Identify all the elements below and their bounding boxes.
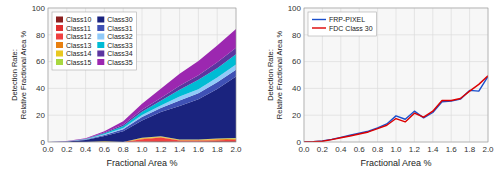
data-layer	[48, 29, 236, 142]
x-tick-label: 0.8	[118, 145, 130, 154]
legend-swatch	[97, 59, 104, 65]
x-tick-label: 2.0	[482, 145, 494, 154]
y-axis-label-line: Relative Fractional Area %	[275, 30, 284, 119]
legend-label: Class35	[107, 59, 132, 66]
grid-line-x	[414, 8, 415, 142]
x-tick-label: 1.4	[427, 145, 439, 154]
figure: 0204060801000.00.20.40.60.81.01.21.41.61…	[0, 0, 500, 176]
legend-swatch	[56, 42, 63, 48]
legend-label: FRP-PIXEL	[329, 16, 365, 23]
y-tick-label: 80	[36, 31, 45, 40]
y-axis-label-line: Relative Fractional Area %	[19, 30, 28, 119]
y-tick-label: 60	[292, 57, 301, 66]
x-tick-label: 2.0	[230, 145, 242, 154]
legend-swatch	[56, 59, 63, 65]
grid-line-x	[377, 8, 378, 142]
x-tick-label: 0.4	[335, 145, 347, 154]
line	[304, 76, 488, 142]
legend-label: Class11	[66, 25, 91, 32]
y-tick-label: 40	[36, 84, 45, 93]
legend-label: Class12	[66, 33, 91, 40]
x-axis-label: Fractional Area %	[106, 158, 177, 168]
legend-swatch	[97, 25, 104, 31]
y-tick-label: 60	[36, 57, 45, 66]
legend: FRP-PIXEL FDC Class 30	[308, 12, 377, 36]
y-tick-label: 100	[288, 4, 302, 13]
legend-label: Class13	[66, 42, 91, 49]
legend-label: Class30	[107, 16, 132, 23]
legend-label: Class33	[107, 42, 132, 49]
legend-swatch	[312, 27, 326, 28]
legend-swatch	[56, 51, 63, 57]
y-tick-label: 100	[32, 4, 46, 13]
x-tick-label: 1.8	[464, 145, 476, 154]
legend-label: Class32	[107, 33, 132, 40]
y-axis-label: Detection Rate:Relative Fractional Area …	[266, 30, 284, 119]
grid-line-x	[396, 8, 397, 142]
x-tick-label: 1.8	[212, 145, 224, 154]
x-tick-label: 0.2	[61, 145, 73, 154]
legend-frame	[308, 12, 377, 36]
legend-swatch	[97, 42, 104, 48]
y-tick-label: 20	[292, 111, 301, 120]
legend-frame	[52, 12, 137, 70]
x-tick-label: 1.6	[446, 145, 458, 154]
x-tick-label: 1.2	[409, 145, 421, 154]
x-tick-label: 0.0	[298, 145, 310, 154]
legend-label: Class34	[107, 50, 132, 57]
line	[304, 76, 488, 142]
x-tick-label: 1.0	[390, 145, 402, 154]
grid-line-x	[432, 8, 433, 142]
legend-swatch	[97, 17, 104, 23]
legend-swatch	[97, 34, 104, 40]
legend-label: FDC Class 30	[329, 25, 373, 32]
legend-label: Class31	[107, 25, 132, 32]
x-tick-label: 0.0	[42, 145, 54, 154]
legend: Class10 Class11Class12 Class13Class14 Class…	[52, 12, 137, 70]
x-tick-label: 1.2	[155, 145, 167, 154]
x-tick-label: 1.6	[193, 145, 205, 154]
legend-swatch	[56, 25, 63, 31]
y-tick-label: 80	[292, 31, 301, 40]
x-tick-label: 1.4	[174, 145, 186, 154]
y-tick-label: 20	[36, 111, 45, 120]
plot-frame	[304, 8, 488, 142]
legend-label: Class14	[66, 50, 91, 57]
plot-frame	[48, 8, 236, 142]
legend-swatch	[97, 51, 104, 57]
area	[48, 29, 236, 142]
panel: 0204060801000.00.20.40.60.81.01.21.41.61…	[266, 4, 494, 168]
panel: 0204060801000.00.20.40.60.81.01.21.41.61…	[10, 4, 242, 168]
data-layer	[304, 76, 488, 142]
plot-background	[48, 8, 236, 142]
y-axis-label: Detection Rate:Relative Fractional Area …	[10, 30, 28, 119]
legend-label: Class10	[66, 16, 91, 23]
grid-line-x	[451, 8, 452, 142]
x-tick-label: 0.6	[354, 145, 366, 154]
legend-swatch	[56, 34, 63, 40]
legend-label: Class15	[66, 59, 91, 66]
x-axis-label: Fractional Area %	[360, 158, 431, 168]
x-tick-label: 0.6	[99, 145, 111, 154]
plot-background	[304, 8, 488, 142]
y-axis-label-line: Detection Rate:	[10, 49, 19, 101]
x-tick-label: 1.0	[136, 145, 148, 154]
y-axis-label-line: Detection Rate:	[266, 49, 275, 101]
legend-swatch	[56, 17, 63, 23]
x-tick-label: 0.4	[80, 145, 92, 154]
x-tick-label: 0.8	[372, 145, 384, 154]
y-tick-label: 40	[292, 84, 301, 93]
x-tick-label: 0.2	[317, 145, 329, 154]
grid-line-x	[469, 8, 470, 142]
legend-swatch	[312, 19, 326, 20]
